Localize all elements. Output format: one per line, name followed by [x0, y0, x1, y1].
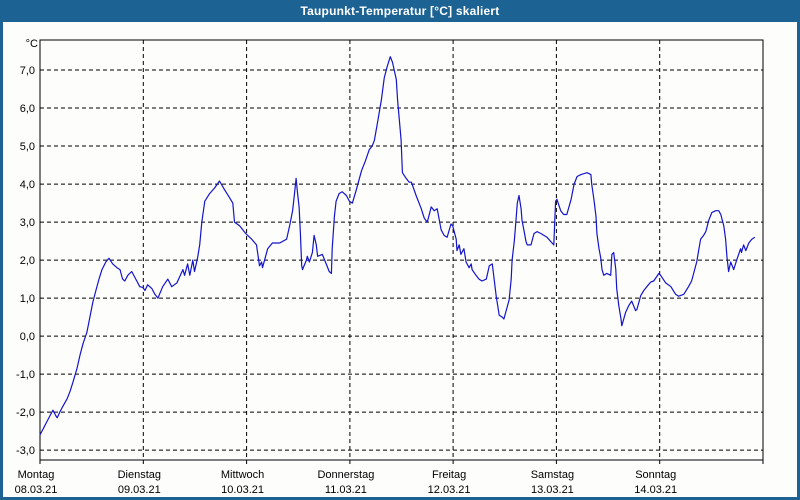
y-tick-label: 4,0	[20, 179, 35, 191]
x-day-date-label: 12.03.21	[428, 484, 471, 496]
y-tick-label: 6,0	[20, 103, 35, 115]
temperature-line	[39, 56, 756, 436]
plot-border	[39, 39, 764, 461]
x-day-date-label: 10.03.21	[221, 484, 264, 496]
x-day-date-label: 14.03.21	[634, 484, 677, 496]
y-tick-label: 0,0	[20, 331, 35, 343]
y-axis-unit-label: °C	[26, 38, 38, 50]
chart-title: Taupunkt-Temperatur [°C] skaliert	[300, 4, 500, 18]
x-day-name-label: Freitag	[432, 469, 466, 481]
title-bar: Taupunkt-Temperatur [°C] skaliert	[0, 0, 800, 22]
y-tick-label: 7,0	[20, 65, 35, 77]
x-day-date-label: 09.03.21	[118, 484, 161, 496]
x-day-date-label: 13.03.21	[531, 484, 574, 496]
y-tick-label: 5,0	[20, 141, 35, 153]
x-day-name-label: Mittwoch	[221, 469, 264, 481]
x-day-name-label: Sonntag	[635, 469, 676, 481]
y-tick-label: 2,0	[20, 255, 35, 267]
y-tick-label: 1,0	[20, 293, 35, 305]
x-day-name-label: Samstag	[531, 469, 574, 481]
y-tick-label: -1,0	[16, 369, 35, 381]
x-day-name-label: Dienstag	[118, 469, 161, 481]
y-tick-label: 3,0	[20, 217, 35, 229]
x-day-date-label: 08.03.21	[15, 484, 58, 496]
y-tick-label: -3,0	[16, 445, 35, 457]
x-day-name-label: Montag	[18, 469, 55, 481]
x-day-date-label: 11.03.21	[325, 484, 367, 496]
x-day-name-label: Donnerstag	[317, 469, 374, 481]
y-tick-label: -2,0	[16, 407, 35, 419]
